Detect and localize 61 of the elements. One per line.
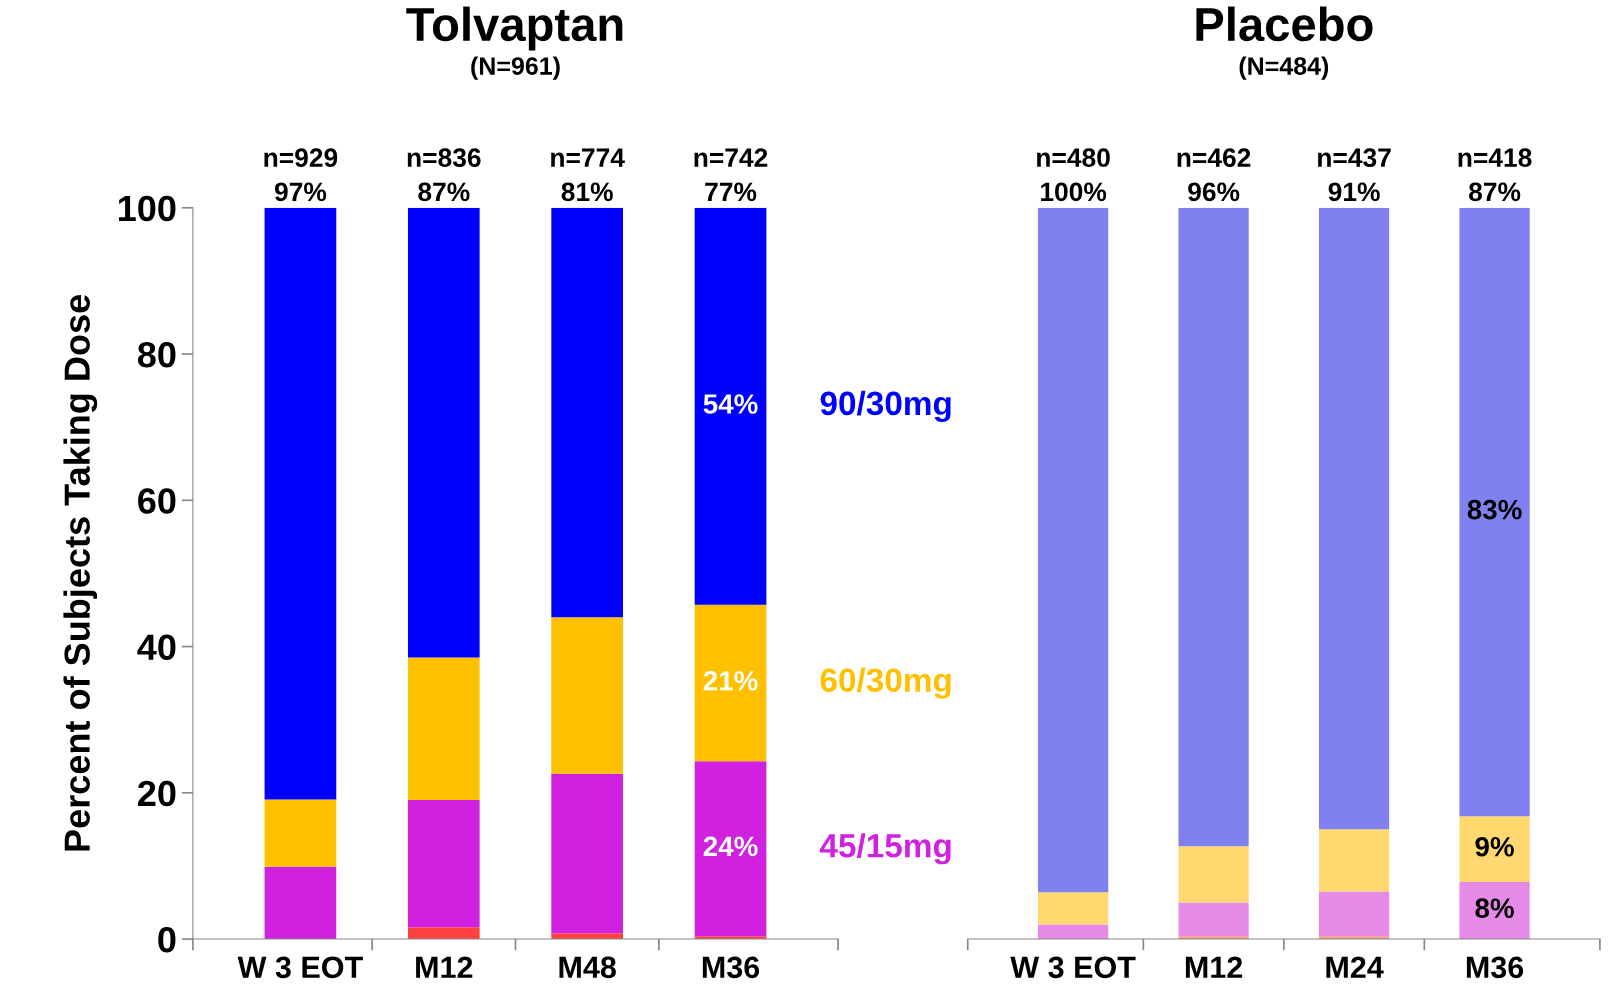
annotation: n=836 87% [407,148,481,202]
y-tick-label: 20 [138,780,176,807]
x-tick-label: M36 [1466,956,1524,979]
bar [264,207,337,800]
x-tick-label: M36 [702,956,760,979]
y-axis-title: Percent of Subjects Taking Dose [63,295,98,851]
data-label: 54% [703,394,758,414]
bar [1037,892,1109,925]
bar [1459,816,1530,883]
annotation: n=774 81% [551,148,625,202]
bar [407,657,480,801]
bar [1037,924,1109,940]
y-tick-label: 100 [118,195,176,222]
chart-title: Placebo [1196,6,1373,42]
series-label: 60/30mg [820,667,951,699]
series-label: 90/30mg [820,390,951,422]
annotation: n=418 87% [1458,148,1532,202]
x-tick-label: M24 [1326,956,1384,978]
bar [1178,846,1249,903]
annotation: n=742 77% [694,148,768,202]
bar [407,927,480,940]
x-tick-label: M12 [416,956,473,978]
bar [1178,902,1249,937]
data-label: 8% [1475,898,1514,918]
x-tick-label: W 3 EOT [1010,956,1136,979]
series-label: 45/15mg [819,833,951,865]
bar [551,617,623,774]
bar [407,207,480,658]
bar [1318,829,1390,892]
y-tick-label: 0 [158,926,176,953]
bar [694,604,767,762]
annotation: n=929 97% [264,148,338,202]
annotation: n=480 100% [1037,148,1110,202]
annotation: n=462 96% [1177,148,1251,202]
chart-subtitle: (N=961) [471,56,560,80]
y-tick-label: 60 [138,488,176,514]
bar [1318,207,1390,830]
bar [1178,207,1249,847]
y-tick-label: 40 [137,634,176,660]
data-label: 24% [703,836,758,857]
bar [264,866,337,940]
bar [1459,882,1530,940]
bar [551,773,623,934]
y-tick-label: 80 [137,341,176,368]
bar [1459,207,1530,817]
bar [694,207,767,605]
x-tick-label: M48 [559,956,616,979]
bar [694,761,767,937]
data-label: 83% [1467,499,1522,520]
chart-title: Tolvaptan [406,6,623,51]
bar [1318,891,1390,937]
x-tick-label: M12 [1185,956,1243,978]
chart-subtitle: (N=484) [1239,56,1329,80]
data-label: 9% [1475,836,1514,857]
x-tick-label: W 3 EOT [237,956,363,979]
annotation: n=437 91% [1318,148,1391,202]
bar [264,799,337,867]
bar [551,207,623,618]
data-label: 21% [703,670,758,691]
bar [407,800,480,928]
bar [1037,207,1109,893]
